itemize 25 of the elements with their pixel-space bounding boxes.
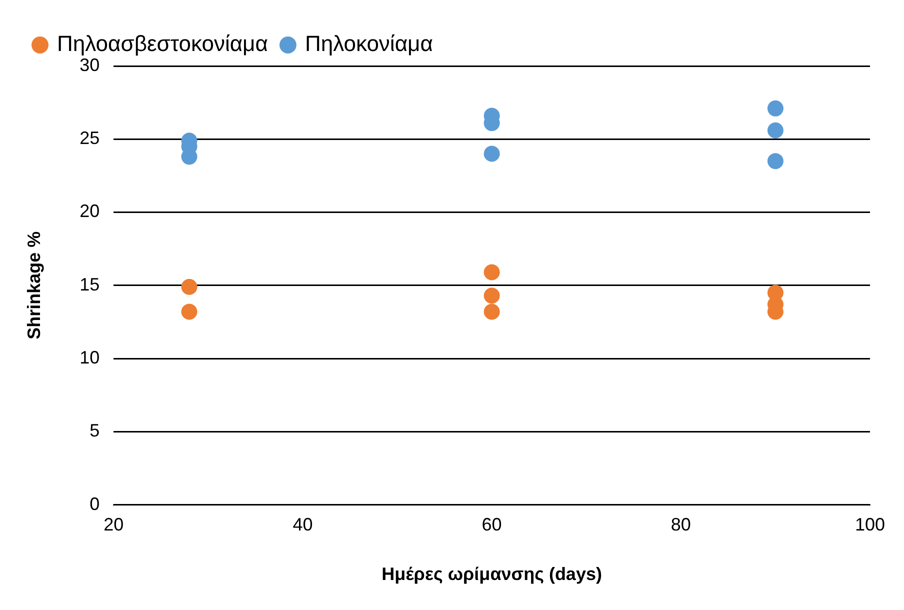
legend-label: Πηλοκονίαμα	[304, 31, 434, 56]
y-tick-label: 15	[80, 274, 100, 294]
point	[484, 304, 500, 320]
x-tick-label: 60	[482, 514, 502, 535]
y-tick-label: 25	[80, 128, 100, 148]
x-tick-label: 80	[670, 514, 691, 535]
point	[484, 264, 500, 280]
point	[181, 304, 198, 320]
point	[181, 278, 198, 295]
x-axis-title: Ημέρες ωρίμανσης (days)	[382, 564, 602, 584]
y-tick-label: 20	[80, 201, 100, 222]
y-tick-label: 10	[80, 348, 100, 368]
point	[484, 288, 500, 304]
y-tick-label: 5	[90, 420, 100, 441]
y-tick-label: 30	[80, 54, 100, 75]
point	[767, 122, 784, 138]
legend-label: Πηλοασβεστοκονίαμα	[57, 31, 268, 56]
point	[767, 153, 784, 170]
y-axis-title: Shrinkage %	[24, 231, 44, 340]
point	[484, 146, 500, 162]
x-tick-label: 100	[854, 514, 886, 535]
point	[767, 100, 784, 116]
x-tick-label: 20	[104, 514, 124, 535]
x-tick-label: 40	[292, 514, 313, 535]
y-tick-label: 0	[90, 494, 100, 514]
